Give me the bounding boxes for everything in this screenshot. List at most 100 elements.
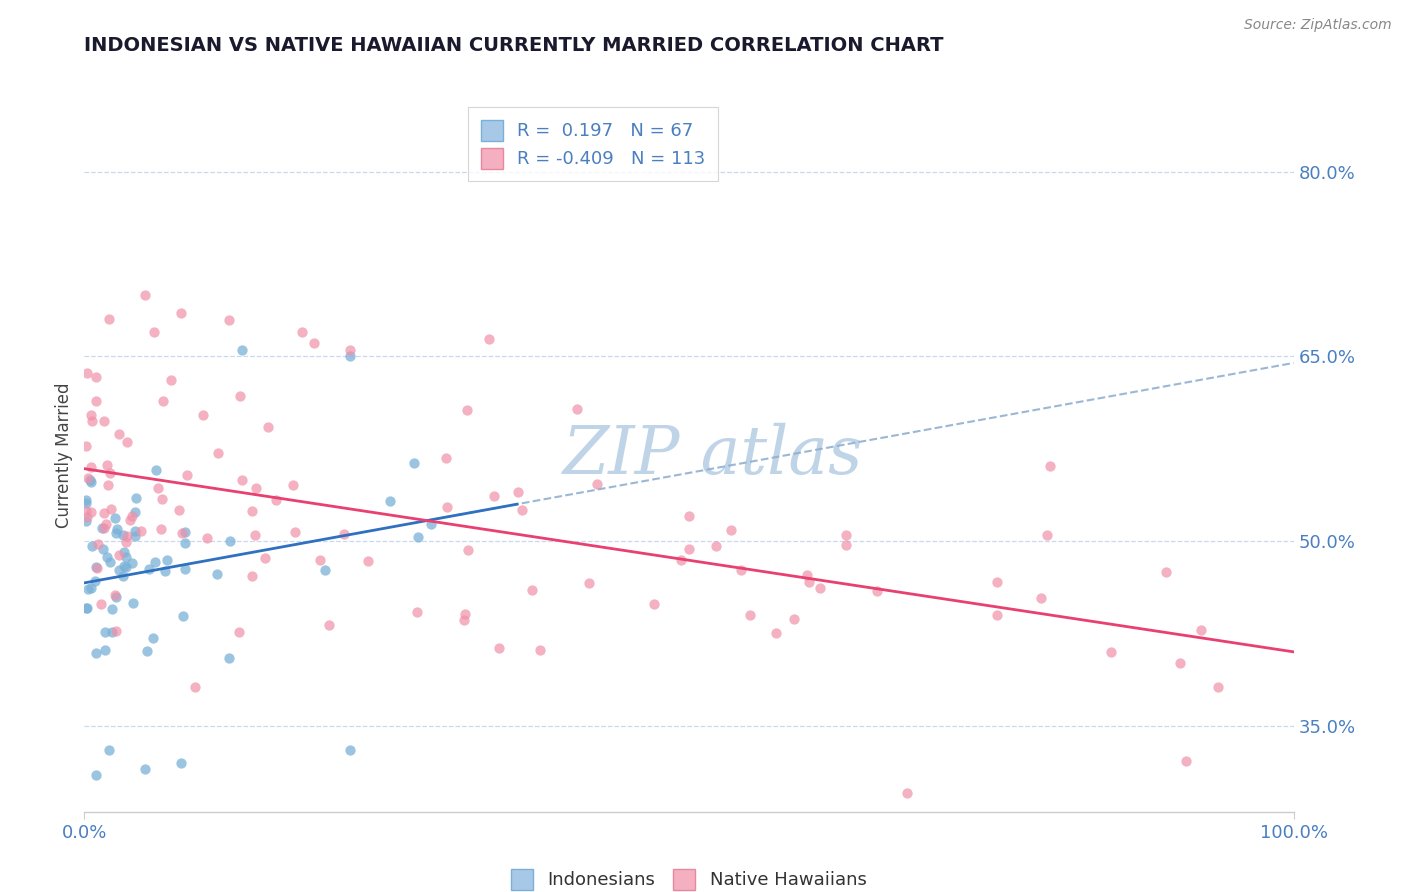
Point — [218, 312, 240, 326]
Point — [339, 343, 361, 358]
Point — [80, 581, 103, 595]
Point — [643, 597, 665, 611]
Point — [245, 482, 267, 496]
Point — [96, 458, 118, 472]
Point — [80, 408, 103, 422]
Point — [107, 548, 129, 562]
Text: Source: ZipAtlas.com: Source: ZipAtlas.com — [1244, 18, 1392, 32]
Point — [76, 366, 98, 380]
Point — [96, 516, 118, 531]
Point — [678, 509, 700, 524]
Point — [135, 644, 157, 658]
Point — [76, 582, 98, 597]
Point — [170, 306, 193, 320]
Point — [111, 528, 134, 542]
Point — [90, 521, 112, 535]
Point — [457, 542, 479, 557]
Point — [510, 503, 533, 517]
Point — [419, 516, 441, 531]
Point — [765, 626, 787, 640]
Point — [170, 756, 193, 770]
Point — [357, 554, 380, 568]
Point — [740, 607, 762, 622]
Point — [453, 607, 475, 621]
Point — [488, 641, 510, 656]
Point — [124, 524, 146, 538]
Point — [150, 492, 173, 507]
Point — [143, 555, 166, 569]
Point — [284, 524, 307, 539]
Point — [160, 373, 183, 387]
Point — [720, 523, 742, 537]
Point — [82, 413, 104, 427]
Point — [402, 456, 425, 470]
Point — [191, 408, 214, 422]
Point — [75, 504, 97, 518]
Point — [678, 541, 700, 556]
Point — [108, 426, 131, 441]
Point — [76, 510, 98, 524]
Point — [100, 625, 122, 640]
Point — [100, 502, 122, 516]
Point — [152, 394, 174, 409]
Point — [120, 513, 142, 527]
Point — [112, 559, 135, 574]
Point — [84, 646, 107, 660]
Point — [112, 544, 135, 558]
Point — [314, 563, 336, 577]
Point — [146, 481, 169, 495]
Point — [245, 528, 267, 542]
Point — [105, 624, 128, 638]
Point — [565, 401, 588, 416]
Point — [124, 529, 146, 543]
Point — [145, 462, 167, 476]
Point — [134, 762, 156, 776]
Point — [129, 524, 152, 539]
Point — [1029, 591, 1052, 606]
Point — [96, 550, 118, 565]
Point — [138, 562, 160, 576]
Point — [219, 533, 242, 548]
Point — [1168, 657, 1191, 671]
Point — [520, 582, 543, 597]
Point — [205, 566, 228, 581]
Point — [231, 343, 253, 358]
Point — [482, 489, 505, 503]
Point — [174, 561, 197, 575]
Text: ZIP atlas: ZIP atlas — [562, 422, 863, 488]
Point — [75, 438, 97, 452]
Point — [150, 522, 173, 536]
Point — [172, 608, 194, 623]
Point — [1206, 680, 1229, 694]
Point — [257, 419, 280, 434]
Point — [436, 500, 458, 514]
Point — [115, 529, 138, 543]
Point — [339, 350, 361, 364]
Point — [586, 477, 609, 491]
Point — [115, 549, 138, 564]
Point — [104, 511, 127, 525]
Point — [94, 643, 117, 657]
Point — [529, 642, 551, 657]
Point — [506, 485, 529, 500]
Point — [218, 651, 240, 665]
Point — [231, 473, 253, 487]
Point — [101, 602, 124, 616]
Point — [184, 680, 207, 694]
Point — [176, 468, 198, 483]
Y-axis label: Currently Married: Currently Married — [55, 382, 73, 528]
Point — [153, 564, 176, 578]
Point — [143, 325, 166, 339]
Point — [77, 471, 100, 485]
Point — [93, 541, 115, 556]
Point — [141, 631, 163, 645]
Point — [122, 596, 145, 610]
Point — [228, 624, 250, 639]
Point — [75, 600, 97, 615]
Point — [121, 556, 143, 570]
Point — [98, 555, 121, 569]
Point — [93, 414, 115, 428]
Point — [86, 768, 108, 782]
Point — [1156, 565, 1178, 579]
Point — [104, 588, 127, 602]
